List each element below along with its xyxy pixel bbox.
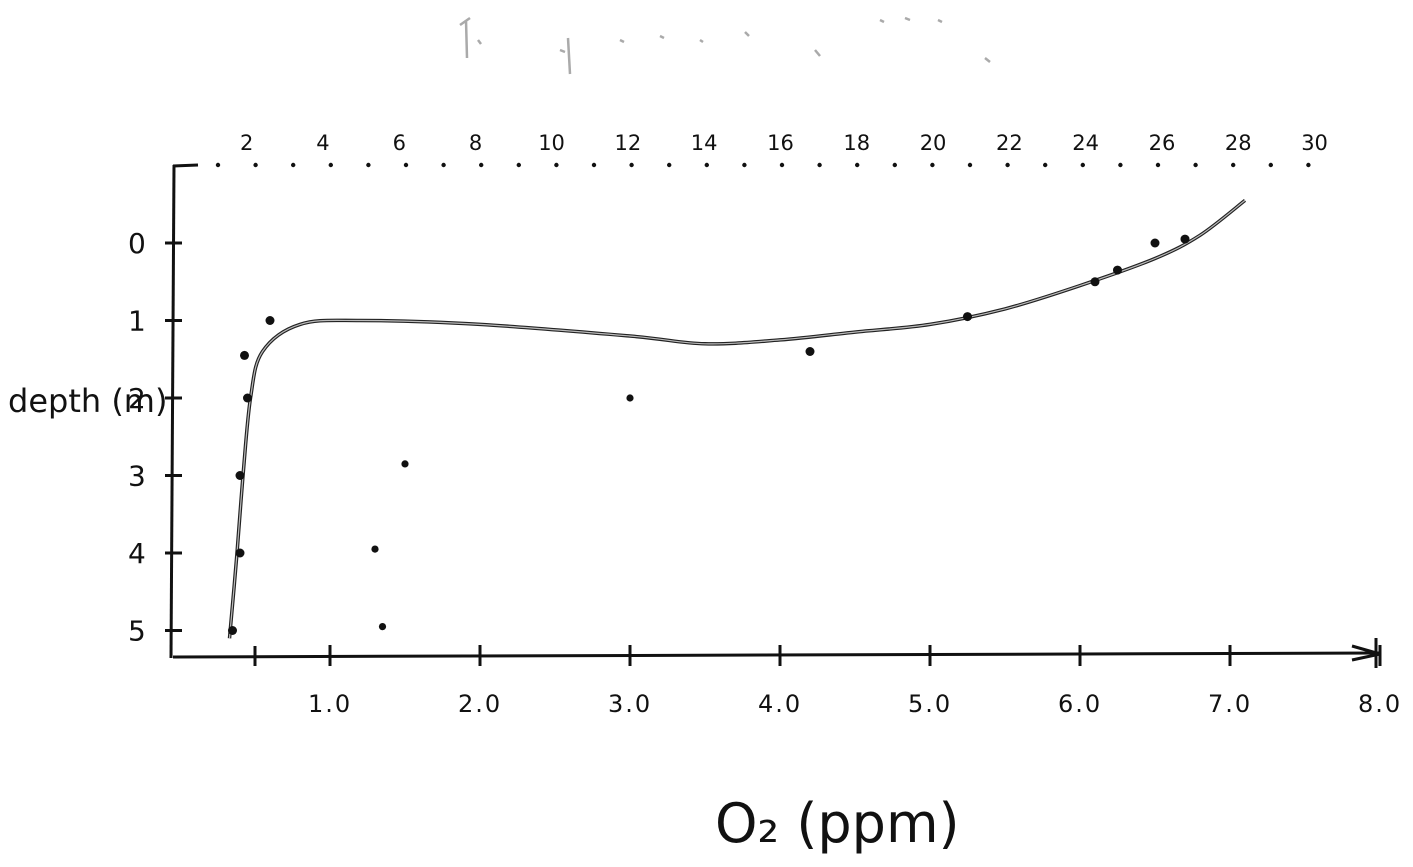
x-tick-label: 1.0 xyxy=(308,690,352,718)
top-axis-dot xyxy=(930,162,935,168)
top-tick-label: 20 xyxy=(920,131,947,155)
x-tick-label: 4.0 xyxy=(758,690,802,718)
top-axis-dot xyxy=(291,162,296,168)
top-tick-label: 28 xyxy=(1225,131,1252,155)
data-point xyxy=(805,347,815,356)
top-axis-dot xyxy=(366,162,371,168)
top-tick-label: 12 xyxy=(615,131,642,155)
y-axis-line xyxy=(169,164,176,659)
x-tick-label: 6.0 xyxy=(1058,690,1102,718)
top-axis-dot xyxy=(892,162,897,168)
y-tick-label: 4 xyxy=(128,537,146,570)
top-axis-dot xyxy=(591,162,597,168)
top-tick-label: 10 xyxy=(538,131,565,155)
data-point xyxy=(371,545,379,553)
top-axis-dot xyxy=(1268,162,1274,168)
faint-title-scribble xyxy=(459,16,991,75)
top-tick-label: 24 xyxy=(1072,131,1099,155)
data-point xyxy=(235,471,245,480)
data-point xyxy=(240,350,249,360)
data-point xyxy=(401,460,409,468)
top-ticks: 2 4 6 8 10 12 14 16 18 20 22 24 26 28 30 xyxy=(240,131,1328,155)
y-tick-label: 2 xyxy=(128,382,146,415)
top-axis-dot xyxy=(1080,162,1086,168)
fitted-curve-layer xyxy=(227,199,1247,639)
top-axis-dot xyxy=(1306,162,1311,168)
top-axis-dot xyxy=(1043,162,1048,168)
x-tick-label: 5.0 xyxy=(908,690,952,718)
data-point xyxy=(1090,277,1100,287)
y-tick-label: 1 xyxy=(128,305,146,338)
x-tick-label: 3.0 xyxy=(608,690,652,718)
top-axis-dot xyxy=(479,162,484,168)
top-axis-dot xyxy=(1231,162,1236,168)
data-point xyxy=(243,393,252,403)
top-axis-dot xyxy=(403,162,409,168)
top-axis-line xyxy=(172,163,199,168)
data-point xyxy=(235,548,245,558)
top-tick-label: 8 xyxy=(469,131,482,155)
x-ticks: 1.0 2.0 3.0 4.0 5.0 6.0 7.0 8.0 xyxy=(253,645,1402,718)
y-tick-label: 0 xyxy=(128,227,146,260)
top-axis-dot xyxy=(779,162,785,168)
top-axis-dot xyxy=(855,162,860,168)
data-point xyxy=(1150,238,1160,248)
top-axis-dot xyxy=(667,162,672,168)
data-point xyxy=(228,626,237,635)
top-tick-label: 6 xyxy=(393,131,406,155)
top-axis-dot xyxy=(1193,162,1198,168)
top-axis-dot xyxy=(328,162,333,168)
y-tick-label: 3 xyxy=(128,460,146,493)
data-point xyxy=(378,623,387,631)
top-tick-label: 4 xyxy=(316,131,329,155)
top-tick-label: 26 xyxy=(1149,131,1176,155)
top-axis-dot xyxy=(516,162,521,168)
data-point xyxy=(265,316,275,325)
data-points-layer xyxy=(228,234,1190,635)
x-axis-title: O₂ (ppm) xyxy=(715,792,960,855)
top-axis-dot xyxy=(1155,162,1161,168)
top-axis-dot xyxy=(253,162,258,168)
x-tick-label: 7.0 xyxy=(1208,690,1252,718)
top-axis-dot xyxy=(441,162,446,168)
x-tick-label: 8.0 xyxy=(1358,690,1402,718)
top-tick-label: 2 xyxy=(240,131,253,155)
x-tick-label: 2.0 xyxy=(458,690,502,718)
top-tick-label: 18 xyxy=(843,131,870,155)
y-ticks: 0 1 2 3 4 5 xyxy=(128,227,182,648)
y-axis-title: depth (m) xyxy=(8,382,167,420)
data-point xyxy=(1113,265,1122,275)
data-point xyxy=(626,394,634,402)
data-point xyxy=(963,312,972,322)
top-tick-label: 30 xyxy=(1301,131,1328,155)
top-axis-dot xyxy=(704,162,709,168)
fitted-curve-highlight xyxy=(228,199,1246,639)
x-axis-line xyxy=(172,651,1381,659)
fitted-curve-line xyxy=(227,199,1247,639)
top-axis-dot xyxy=(629,162,634,168)
top-axis-dot xyxy=(742,162,747,168)
top-axis-dots xyxy=(215,162,1311,168)
top-axis-dot xyxy=(215,162,221,168)
top-axis-dot xyxy=(1118,162,1123,168)
data-point xyxy=(1180,234,1190,244)
top-tick-label: 14 xyxy=(691,131,718,155)
y-tick-label: 5 xyxy=(128,615,146,648)
top-axis-dot xyxy=(967,162,973,168)
top-axis-dot xyxy=(1005,162,1010,168)
top-axis-dot xyxy=(554,162,559,168)
top-tick-label: 16 xyxy=(767,131,794,155)
top-axis-dot xyxy=(817,162,822,168)
top-tick-label: 22 xyxy=(996,131,1023,155)
